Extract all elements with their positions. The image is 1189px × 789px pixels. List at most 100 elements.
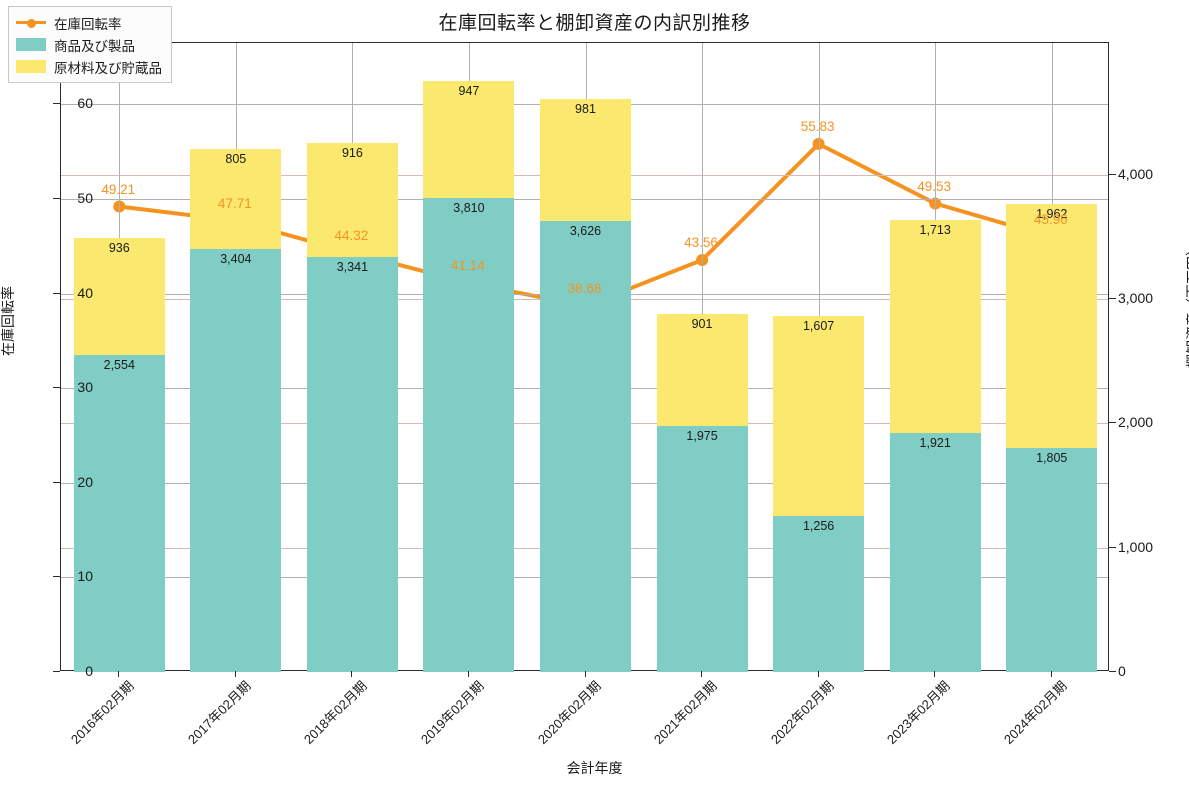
bar-segment-materials[interactable]: 981 bbox=[540, 99, 631, 222]
bar-value-label: 916 bbox=[341, 145, 363, 160]
x-axis-tick-label: 2018年02月期 bbox=[301, 678, 371, 747]
y-axis-right-tick-mark bbox=[1109, 546, 1116, 548]
bar-value-label: 2,554 bbox=[103, 357, 135, 372]
y-axis-right-tick-label: 2,000 bbox=[1118, 414, 1154, 431]
legend-label-merchandise: 商品及び製品 bbox=[54, 38, 135, 54]
bar-segment-materials[interactable]: 916 bbox=[306, 142, 398, 257]
line-marker-icon bbox=[16, 16, 46, 29]
bar-segment-merchandise[interactable]: 1,256 bbox=[773, 515, 865, 672]
y-axis-left-tick-mark bbox=[53, 671, 60, 672]
y-axis-left-tick-label: 20 bbox=[77, 473, 93, 490]
legend-item-merchandise[interactable]: 商品及び製品 bbox=[16, 35, 162, 54]
bar-segment-materials[interactable]: 947 bbox=[423, 80, 515, 199]
y-axis-right-tick-mark bbox=[1109, 298, 1116, 300]
bar-segment-materials[interactable]: 805 bbox=[190, 148, 282, 249]
x-axis-tick-mark bbox=[1050, 671, 1052, 677]
line-point-label: 41.14 bbox=[451, 257, 485, 273]
bar-value-label: 1,975 bbox=[686, 429, 718, 444]
bar-segment-materials[interactable]: 1,713 bbox=[889, 220, 981, 434]
legend-item-turnover[interactable]: 在庫回転率 bbox=[16, 13, 162, 32]
y-axis-right-tick-label: 4,000 bbox=[1118, 165, 1154, 182]
x-axis-tick-label: 2020年02月期 bbox=[534, 678, 604, 747]
x-axis-tick-label: 2022年02月期 bbox=[767, 678, 837, 747]
y-axis-right-tick-label: 3,000 bbox=[1118, 290, 1154, 307]
bar-segment-merchandise[interactable]: 1,921 bbox=[889, 433, 981, 672]
y-axis-left-tick-label: 60 bbox=[77, 95, 93, 112]
bar-value-label: 3,341 bbox=[336, 259, 369, 274]
line-point-label: 49.53 bbox=[917, 178, 952, 194]
legend-label-materials: 原材料及び貯蔵品 bbox=[54, 60, 162, 76]
bar-value-label: 1,713 bbox=[919, 223, 951, 238]
bar-value-label: 947 bbox=[458, 83, 480, 98]
legend-item-materials[interactable]: 原材料及び貯蔵品 bbox=[16, 57, 162, 76]
x-axis-tick-label: 2019年02月期 bbox=[417, 678, 487, 747]
x-axis-tick-mark bbox=[118, 671, 120, 677]
bar-segment-materials[interactable]: 936 bbox=[73, 238, 165, 355]
legend-label-turnover: 在庫回転率 bbox=[54, 16, 122, 32]
bar-value-label: 1,256 bbox=[802, 518, 835, 533]
x-axis-title: 会計年度 bbox=[566, 760, 623, 776]
bar-segment-materials[interactable]: 901 bbox=[656, 314, 748, 427]
chart-legend: 在庫回転率 商品及び製品 原材料及び貯蔵品 bbox=[8, 6, 172, 83]
x-axis-tick-label: 2021年02月期 bbox=[650, 678, 720, 747]
y-axis-right-tick-label: 0 bbox=[1118, 663, 1126, 679]
bar-segment-merchandise[interactable]: 3,341 bbox=[306, 256, 398, 672]
x-axis-tick-mark bbox=[701, 671, 703, 677]
y-axis-left-tick-mark bbox=[53, 292, 60, 294]
x-axis-tick-mark bbox=[351, 671, 353, 677]
bar-segment-merchandise[interactable]: 3,626 bbox=[540, 221, 631, 672]
y-axis-left-tick-mark bbox=[53, 387, 60, 389]
line-point-label: 55.83 bbox=[800, 118, 835, 134]
line-point-label: 47.71 bbox=[217, 195, 252, 211]
bar-segment-merchandise[interactable]: 2,554 bbox=[73, 354, 165, 672]
y-axis-right-tick-mark bbox=[1109, 671, 1116, 672]
y-axis-left-tick-mark bbox=[53, 576, 60, 578]
y-axis-left-tick-label: 40 bbox=[77, 284, 93, 301]
y-axis-left-tick-label: 30 bbox=[77, 379, 93, 396]
y-axis-left-title: 在庫回転率 bbox=[0, 286, 16, 356]
line-point-label: 38.68 bbox=[567, 281, 602, 297]
bar-segment-materials[interactable]: 1,962 bbox=[1006, 203, 1098, 448]
y-axis-left-tick-mark bbox=[53, 481, 60, 483]
line-point-label: 45.96 bbox=[1033, 212, 1068, 228]
y-axis-left-tick-label: 10 bbox=[77, 568, 93, 585]
line-point-label: 49.21 bbox=[101, 181, 136, 197]
x-axis-tick-label: 2016年02月期 bbox=[68, 678, 137, 747]
bar-segment-merchandise[interactable]: 3,810 bbox=[423, 198, 515, 672]
bar-value-label: 3,404 bbox=[220, 251, 252, 266]
swatch-teal-icon bbox=[16, 38, 46, 51]
y-axis-right-tick-mark bbox=[1109, 173, 1116, 175]
x-axis-tick-mark bbox=[817, 671, 819, 677]
bar-segment-merchandise[interactable]: 1,975 bbox=[656, 426, 748, 672]
bar-value-label: 1,607 bbox=[802, 319, 835, 334]
bar-segment-merchandise[interactable]: 1,805 bbox=[1006, 447, 1098, 672]
y-axis-right-title: 棚卸資産（百万円） bbox=[1185, 242, 1189, 368]
x-axis-tick-mark bbox=[934, 671, 936, 677]
bar-value-label: 1,962 bbox=[1036, 206, 1068, 221]
x-axis-tick-mark bbox=[584, 671, 586, 677]
y-axis-right-tick-label: 1,000 bbox=[1118, 538, 1154, 555]
y-axis-left-tick-label: 50 bbox=[77, 190, 93, 207]
line-point-label: 43.56 bbox=[684, 234, 718, 250]
y-axis-right-tick-mark bbox=[1109, 422, 1116, 424]
bar-value-label: 981 bbox=[575, 102, 596, 117]
bar-segment-materials[interactable]: 1,607 bbox=[773, 316, 865, 516]
line-point-label: 44.32 bbox=[334, 227, 369, 243]
x-axis-tick-label: 2017年02月期 bbox=[184, 678, 254, 747]
swatch-yellow-icon bbox=[16, 60, 46, 73]
y-axis-left-tick-mark bbox=[53, 103, 60, 105]
bar-value-label: 936 bbox=[108, 241, 130, 256]
x-axis-tick-label: 2023年02月期 bbox=[884, 678, 953, 747]
y-axis-left-tick-label: 0 bbox=[85, 663, 93, 679]
chart-title: 在庫回転率と棚卸資産の内訳別推移 bbox=[438, 13, 751, 34]
bar-value-label: 1,805 bbox=[1036, 450, 1068, 465]
bar-value-label: 3,810 bbox=[453, 201, 485, 216]
bar-value-label: 805 bbox=[225, 151, 247, 166]
x-axis-tick-mark bbox=[234, 671, 236, 677]
plot-area: 2,554 936 3,404 805 3,341 916 3,810 947 3,626 981… bbox=[60, 42, 1109, 672]
bar-value-label: 3,626 bbox=[569, 224, 602, 239]
bar-segment-merchandise[interactable]: 3,404 bbox=[190, 248, 282, 672]
bar-value-label: 1,921 bbox=[919, 436, 951, 451]
x-axis-tick-label: 2024年02月期 bbox=[1000, 678, 1070, 747]
x-axis-tick-mark bbox=[467, 671, 469, 677]
